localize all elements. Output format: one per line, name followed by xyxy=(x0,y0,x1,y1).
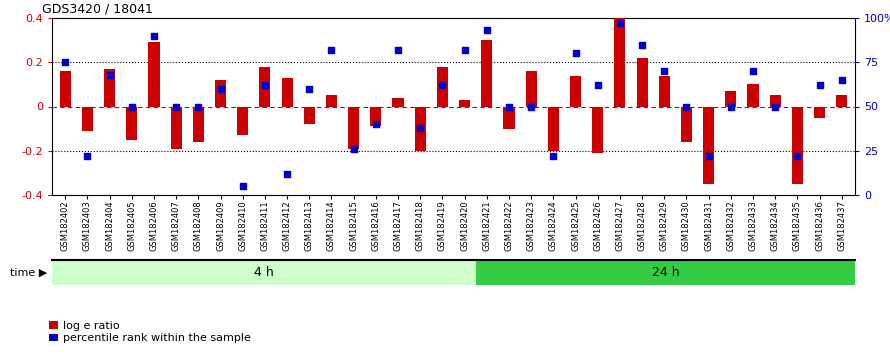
Point xyxy=(591,82,605,88)
Point xyxy=(280,171,295,177)
Point xyxy=(435,82,449,88)
Point xyxy=(635,42,649,47)
Bar xyxy=(836,96,847,107)
Text: time ▶: time ▶ xyxy=(11,268,47,278)
Bar xyxy=(592,107,603,153)
Point xyxy=(125,104,139,109)
Bar xyxy=(149,42,159,107)
Point xyxy=(102,72,117,78)
Bar xyxy=(681,107,692,142)
Bar xyxy=(60,71,71,107)
Point xyxy=(80,153,94,159)
Bar xyxy=(475,260,855,285)
Bar xyxy=(437,67,448,107)
Point xyxy=(546,153,561,159)
Bar xyxy=(547,107,559,151)
Bar xyxy=(770,96,781,107)
Bar xyxy=(104,69,115,107)
Bar xyxy=(459,100,470,107)
Bar xyxy=(370,107,382,126)
Bar xyxy=(281,78,293,107)
Point xyxy=(58,59,72,65)
Legend: log e ratio, percentile rank within the sample: log e ratio, percentile rank within the … xyxy=(49,321,251,343)
Bar xyxy=(659,75,670,107)
Point xyxy=(303,86,317,92)
Bar xyxy=(636,58,648,107)
Bar xyxy=(415,107,425,151)
Bar xyxy=(259,67,271,107)
Bar xyxy=(814,107,825,118)
Bar xyxy=(326,96,337,107)
Bar xyxy=(481,40,492,107)
Bar xyxy=(614,18,626,107)
Text: 24 h: 24 h xyxy=(651,266,679,279)
Point xyxy=(391,47,405,53)
Bar xyxy=(392,98,403,107)
Point xyxy=(147,33,161,39)
Point xyxy=(569,51,583,56)
Bar xyxy=(526,71,537,107)
Point xyxy=(768,104,782,109)
Point xyxy=(835,77,849,83)
Bar xyxy=(82,107,93,131)
Point xyxy=(413,125,427,131)
Point xyxy=(169,104,183,109)
Bar xyxy=(570,75,581,107)
Point xyxy=(746,68,760,74)
Point xyxy=(191,104,206,109)
Bar xyxy=(52,260,475,285)
Point xyxy=(612,21,627,26)
Bar xyxy=(193,107,204,142)
Point xyxy=(457,47,472,53)
Text: 4 h: 4 h xyxy=(254,266,274,279)
Bar xyxy=(171,107,182,149)
Point xyxy=(657,68,671,74)
Bar xyxy=(303,107,315,124)
Point xyxy=(480,28,494,33)
Point xyxy=(679,104,693,109)
Point xyxy=(502,104,516,109)
Bar xyxy=(126,107,137,140)
Bar xyxy=(792,107,803,184)
Text: GDS3420 / 18041: GDS3420 / 18041 xyxy=(42,3,153,16)
Point xyxy=(258,82,272,88)
Bar xyxy=(215,80,226,107)
Bar xyxy=(348,107,360,149)
Point xyxy=(346,146,360,152)
Point xyxy=(524,104,538,109)
Bar xyxy=(703,107,714,184)
Point xyxy=(368,121,383,127)
Point xyxy=(813,82,827,88)
Bar xyxy=(748,84,758,107)
Point xyxy=(790,153,805,159)
Point xyxy=(236,183,250,189)
Bar xyxy=(504,107,514,129)
Point xyxy=(701,153,716,159)
Bar xyxy=(725,91,736,107)
Point xyxy=(324,47,338,53)
Point xyxy=(724,104,738,109)
Point xyxy=(214,86,228,92)
Bar xyxy=(238,107,248,135)
